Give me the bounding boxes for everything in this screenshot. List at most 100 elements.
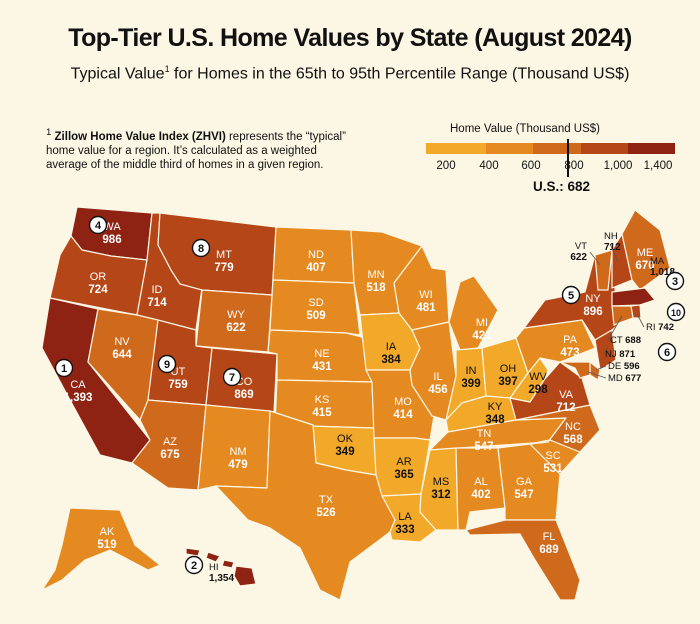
state-value: 1,354 [209, 573, 234, 584]
legend-tick-label: 600 [521, 160, 541, 172]
state-value: 402 [471, 489, 490, 501]
state-value: 518 [366, 282, 386, 294]
legend-tick-label: 200 [436, 160, 456, 172]
state-value: 675 [160, 449, 180, 461]
chart-title: Top-Tier U.S. Home Values by State (Augu… [68, 24, 632, 52]
state-abbr: MA [650, 256, 665, 267]
state-value: 365 [394, 469, 414, 481]
state-abbr: WI [419, 289, 432, 301]
legend-tick-label: 1,000 [603, 160, 633, 172]
state-abbr: KS [315, 394, 330, 406]
state-label-hi: HI 1,354 [209, 562, 234, 584]
state-label-nc: NC 568 [563, 421, 583, 446]
state-label-wa: WA 986 [102, 221, 121, 246]
state-label-az: AZ 675 [160, 436, 180, 461]
state-value: 415 [312, 407, 332, 419]
state-abbr: AL [474, 476, 487, 488]
state-abbr: AK [100, 526, 115, 538]
state-label-tx: TX 526 [316, 494, 335, 519]
legend-swatch [628, 143, 675, 154]
state-label-ct: CT 688 [610, 335, 641, 346]
state-fl [465, 519, 581, 601]
state-abbr: VA [559, 389, 574, 401]
state-label-ky: KY 348 [485, 401, 505, 426]
state-abbr: MS [433, 476, 450, 488]
state-value: 689 [539, 544, 558, 556]
state-value: 869 [234, 389, 253, 401]
state-abbr: KY [488, 401, 503, 413]
rank-badge-9: 9 [157, 354, 177, 374]
state-label-or: OR 724 [88, 271, 108, 296]
state-value: 670 [635, 260, 654, 272]
state-abbr: OK [337, 433, 354, 445]
state-label-nv: NV 644 [112, 336, 132, 361]
state-value: 1,018 [650, 267, 675, 278]
rank-badge-circle [657, 342, 677, 362]
state-abbr: NE [314, 348, 329, 360]
rank-badge-2: 2 [184, 555, 204, 575]
state-value: 688 [625, 335, 641, 346]
state-label-wv: WV 298 [528, 371, 548, 396]
state-shapes [41, 206, 671, 601]
state-value: 348 [485, 414, 505, 426]
state-label-vt: VT 622 [570, 241, 587, 263]
rank-badge-1: 1 [54, 358, 74, 378]
state-label-fl: FL 689 [539, 531, 558, 556]
state-de [589, 361, 601, 381]
legend-tick-label: 800 [564, 160, 584, 172]
state-abbr: MI [476, 317, 488, 329]
state-abbr: NC [565, 421, 581, 433]
rank-badge-number: 2 [191, 560, 197, 572]
state-abbr: OR [90, 271, 107, 283]
state-label-mo: MO 414 [393, 396, 413, 421]
legend-tick-label: 400 [479, 160, 499, 172]
rank-badge-number: 1 [61, 363, 67, 375]
state-abbr: VT [575, 241, 587, 252]
rank-badge-10: 10 [666, 302, 686, 322]
state-value: 622 [226, 322, 245, 334]
state-md [559, 361, 591, 379]
legend-swatch [533, 143, 581, 154]
state-label-la: LA 333 [395, 511, 414, 536]
state-value: 896 [583, 306, 602, 318]
leader-line-ct [607, 315, 623, 341]
state-label-tn: TN 547 [474, 428, 493, 453]
state-abbr: FL [543, 531, 556, 543]
state-tx [215, 410, 396, 601]
state-label-ma: MA 1,018 [650, 256, 675, 278]
state-label-nd: ND 407 [306, 249, 325, 274]
state-label-id: ID 714 [147, 284, 167, 309]
state-abbr: ID [152, 284, 163, 296]
state-label-ne: NE 431 [312, 348, 332, 373]
state-label-ak: AK 519 [97, 526, 116, 551]
state-abbr: CA [70, 379, 86, 391]
state-value: 547 [514, 489, 533, 501]
state-value: 526 [316, 507, 335, 519]
state-abbr: NM [229, 446, 246, 458]
us-average-label: U.S.: 682 [533, 179, 591, 194]
state-value: 333 [395, 524, 414, 536]
state-abbr: NH [604, 231, 618, 242]
rank-badge-number: 3 [672, 276, 678, 288]
state-abbr: LA [398, 511, 412, 523]
state-value: 1,393 [64, 392, 93, 404]
state-value: 724 [88, 284, 108, 296]
state-abbr: HI [209, 562, 219, 573]
state-value: 596 [624, 361, 640, 372]
state-value: 568 [563, 434, 583, 446]
chart-subtitle: Typical Value1 for Homes in the 65th to … [0, 64, 700, 83]
legend-tick-label: 1,400 [643, 160, 673, 172]
state-value: 431 [312, 361, 332, 373]
state-value: 349 [335, 446, 354, 458]
state-value: 779 [214, 262, 233, 274]
state-value: 298 [528, 384, 548, 396]
state-value: 871 [619, 349, 636, 360]
state-label-nm: NM 479 [228, 446, 247, 471]
state-label-nh: NH 712 [604, 231, 621, 253]
state-wy [195, 289, 273, 353]
state-value: 677 [625, 373, 641, 384]
state-value: 481 [416, 302, 436, 314]
state-abbr: SD [308, 297, 323, 309]
rank-badge-circle [184, 555, 204, 575]
